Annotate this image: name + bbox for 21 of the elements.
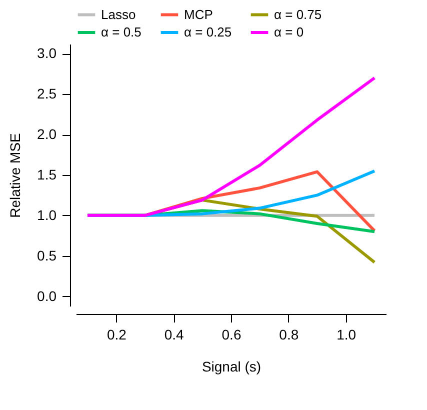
y-axis-title: Relative MSE: [7, 133, 24, 218]
x-tick-label: 1.0: [336, 326, 356, 342]
legend-label: α = 0.75: [274, 6, 322, 22]
y-tick-label: 3.0: [37, 45, 57, 62]
x-axis-title: Signal (s): [202, 358, 262, 374]
x-tick-label: 0.2: [106, 326, 127, 342]
legend-label: α = 0: [274, 24, 304, 40]
legend-label: Lasso: [101, 6, 136, 22]
y-tick-label: 1.5: [37, 166, 57, 182]
legend-label: α = 0.25: [184, 24, 232, 40]
y-tick-label: 2.5: [37, 86, 57, 102]
x-tick-label: 0.4: [164, 326, 184, 342]
y-tick-label: 1.0: [37, 206, 57, 223]
line-series: [86, 76, 376, 217]
legend-label: α = 0.5: [101, 24, 142, 40]
legend-label: MCP: [184, 6, 213, 22]
y-tick-label: 2.0: [37, 126, 57, 142]
x-tick-label: 0.6: [222, 326, 242, 342]
y-tick-label: 0.0: [37, 288, 57, 304]
x-tick-label: 0.8: [279, 326, 299, 342]
y-tick-label: 0.5: [37, 247, 57, 264]
